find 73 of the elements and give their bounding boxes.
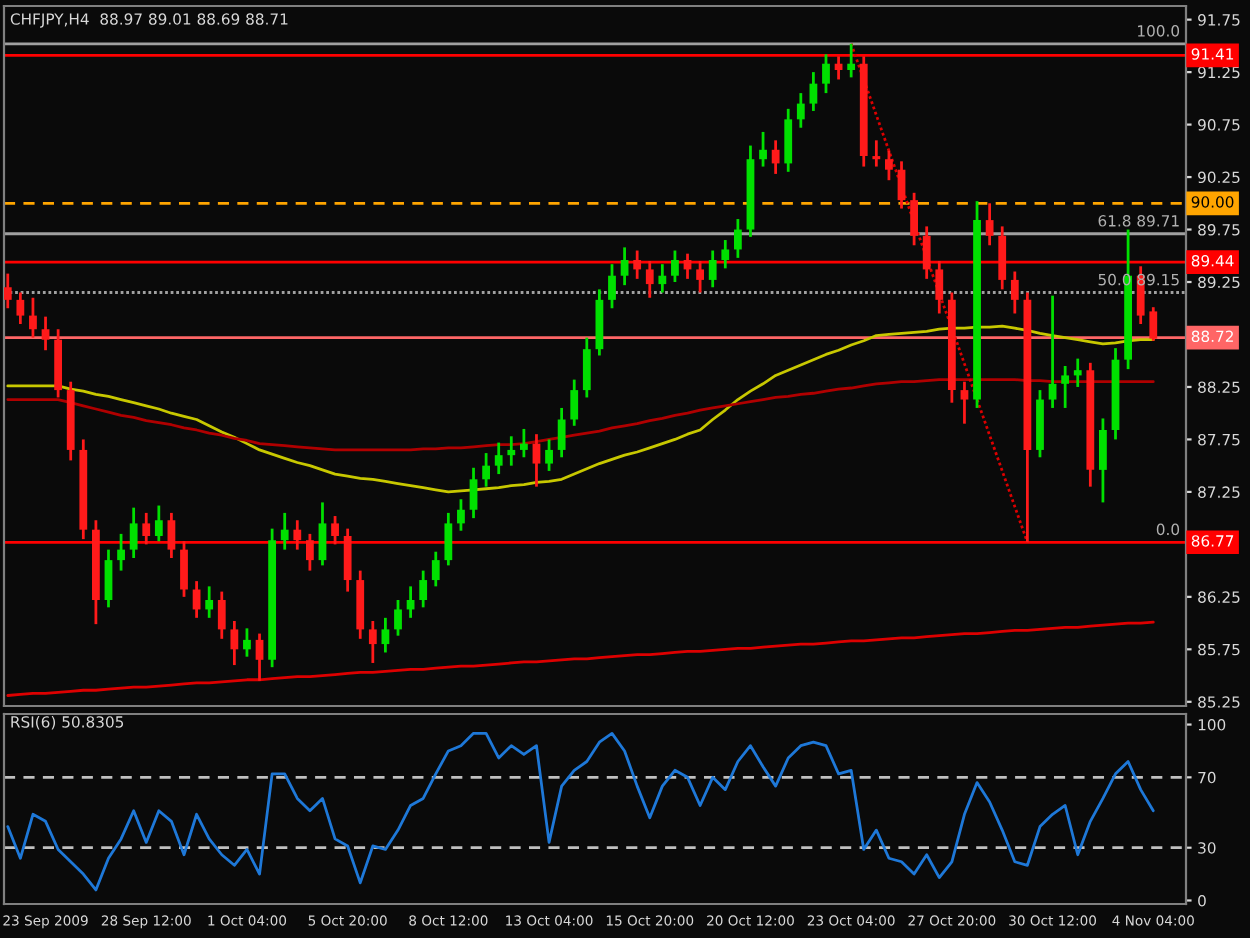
candlestick: [318, 501, 327, 567]
candlestick: [910, 191, 918, 247]
candlestick: [985, 201, 994, 247]
candlestick: [104, 548, 113, 609]
candlestick: [469, 466, 478, 520]
candlestick: [167, 511, 176, 560]
candlestick: [796, 91, 805, 130]
candlestick: [557, 406, 566, 459]
candlestick: [381, 616, 390, 654]
candlestick: [1061, 364, 1070, 410]
candlestick: [733, 217, 742, 260]
candlestick: [117, 532, 125, 573]
candlestick: [1073, 357, 1082, 389]
candlestick: [633, 249, 642, 281]
candlestick: [255, 632, 264, 683]
candlestick: [519, 427, 528, 459]
candlestick: [784, 107, 793, 174]
candlestick: [507, 434, 516, 468]
candlestick: [960, 380, 969, 426]
candlestick: [343, 527, 352, 593]
candlestick: [532, 432, 541, 489]
candlestick: [872, 138, 881, 168]
candlestick: [205, 584, 214, 620]
candlestick: [998, 225, 1007, 291]
candlestick: [885, 149, 893, 182]
candlestick: [696, 259, 705, 294]
candlestick: [180, 539, 188, 599]
candlestick: [29, 296, 37, 340]
candlestick: [620, 245, 629, 287]
candlestick: [822, 52, 830, 95]
candlestick: [658, 262, 667, 294]
candlestick: [293, 518, 302, 552]
candlestick: [457, 497, 465, 533]
candlestick: [444, 511, 453, 567]
candlestick: [1048, 294, 1057, 410]
candlestick: [305, 532, 314, 573]
candlestick: [331, 514, 339, 546]
candlestick: [16, 291, 25, 326]
candlestick: [1149, 305, 1158, 343]
candlestick: [394, 598, 402, 638]
candlestick: [230, 619, 239, 667]
candlestick: [721, 238, 730, 270]
candlestick: [419, 569, 428, 609]
candlestick: [809, 70, 818, 113]
candlestick: [431, 550, 440, 588]
candlestick: [243, 626, 251, 659]
candlestick: [494, 441, 503, 476]
candlestick: [671, 249, 679, 284]
candlestick: [570, 378, 579, 428]
candlestick: [608, 262, 616, 310]
candlestick: [368, 619, 377, 665]
candlestick: [280, 511, 289, 552]
candlestick: [4, 272, 12, 310]
line-series: [6, 731, 1155, 892]
candlestick: [847, 42, 856, 79]
candlestick: [142, 511, 151, 546]
candlestick: [759, 130, 767, 168]
candlestick: [708, 249, 717, 289]
candlestick: [922, 225, 931, 281]
line-series: [6, 620, 1155, 697]
candlestick: [1010, 270, 1019, 315]
candlestick: [545, 438, 553, 473]
candlestick: [41, 315, 50, 352]
candlestick: [154, 504, 163, 543]
candlestick: [582, 336, 591, 399]
candlestick: [771, 138, 780, 176]
candlestick: [935, 259, 944, 315]
candlestick: [482, 451, 491, 489]
candlestick: [645, 259, 654, 300]
candlestick: [129, 506, 138, 560]
candlestick: [1099, 417, 1107, 504]
line-series: [849, 42, 1029, 544]
candlestick: [217, 590, 226, 641]
